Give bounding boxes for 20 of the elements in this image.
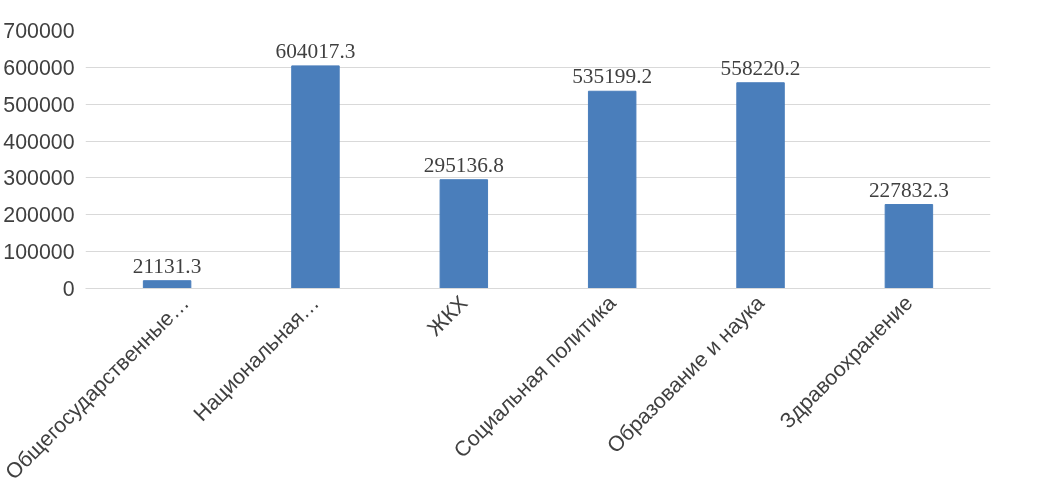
data-label: 604017.3: [275, 38, 356, 63]
data-label: 21131.3: [132, 253, 202, 278]
bar: [142, 280, 192, 289]
y-tick-label: 400000: [3, 129, 75, 154]
data-label: 558220.2: [720, 55, 801, 80]
bar: [291, 65, 340, 289]
bar: [884, 204, 934, 289]
bar: [736, 82, 785, 289]
data-label: 295136.8: [423, 152, 504, 177]
bar: [587, 90, 637, 289]
y-tick-label: 700000: [3, 19, 75, 43]
bar: [439, 179, 489, 289]
data-label: 227832.3: [868, 177, 949, 202]
y-tick-label: 500000: [3, 92, 75, 117]
y-tick-label: 200000: [3, 203, 75, 228]
y-tick-label: 300000: [3, 166, 75, 191]
y-tick-label: 0: [62, 277, 75, 301]
y-tick-label: 600000: [3, 55, 75, 80]
data-label: 535199.2: [572, 64, 653, 89]
y-tick-label: 100000: [3, 240, 75, 265]
